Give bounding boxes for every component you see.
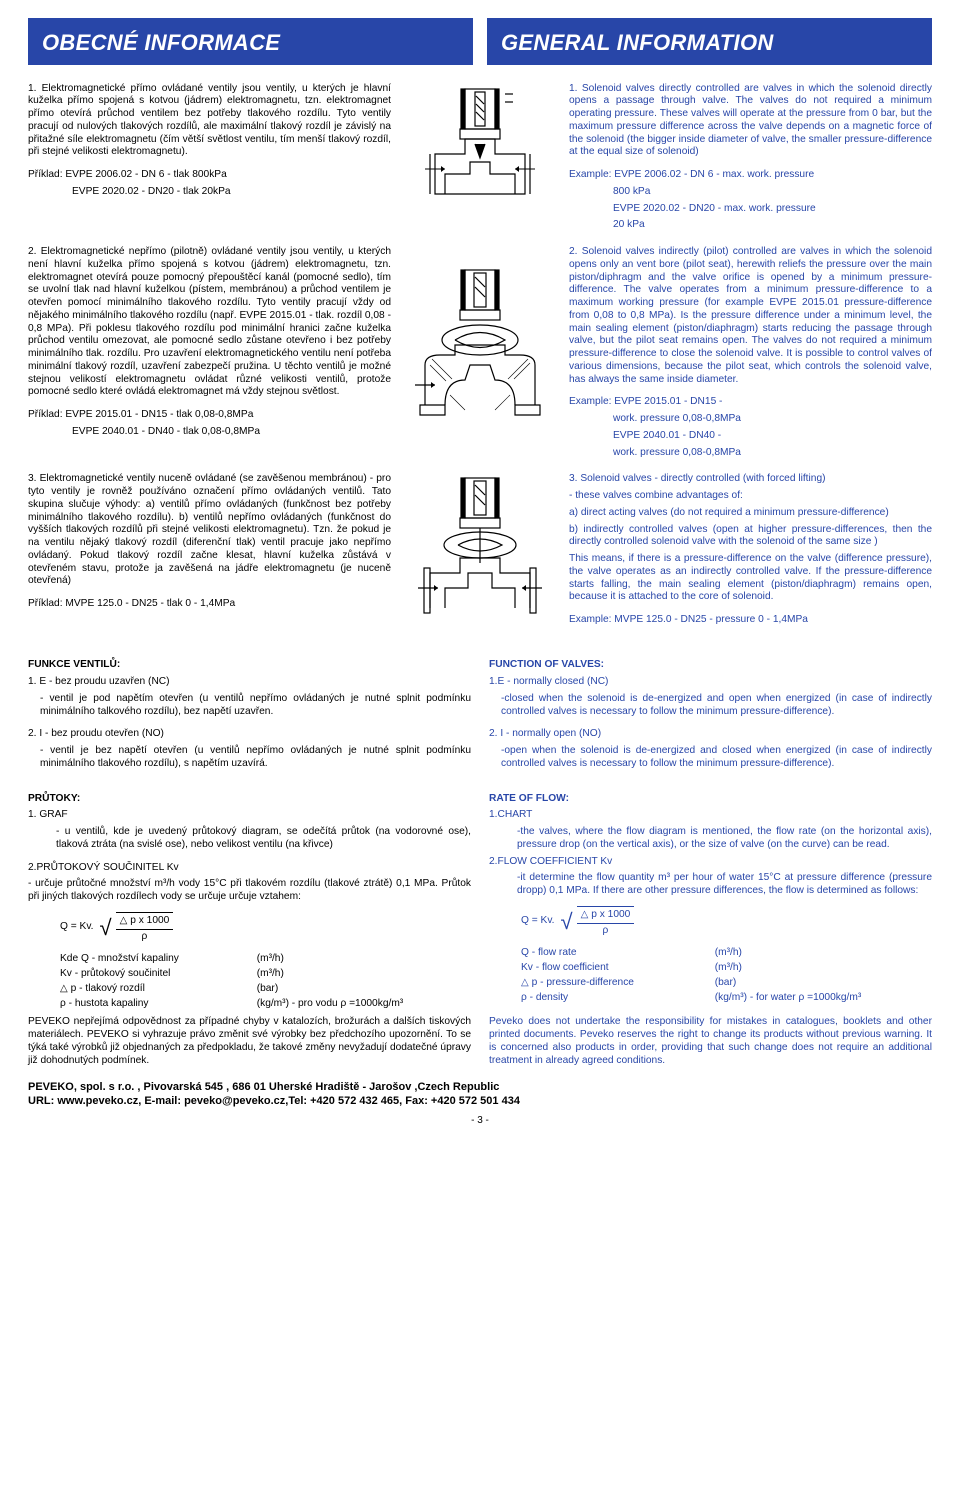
def-unit: (m³/h) <box>257 953 471 966</box>
s1-en-ex4: 20 kPa <box>569 219 932 232</box>
flow-cz-chart-body: - u ventilů, kde je uvedený průtokový di… <box>28 826 471 852</box>
header-right: GENERAL INFORMATION <box>487 18 932 65</box>
func-en-e-head: 1.E - normally closed (NC) <box>489 676 932 689</box>
defs-cz: Kde Q - množství kapaliny (m³/h) Kv - prů… <box>60 953 471 1010</box>
def-row: Kde Q - množství kapaliny <box>60 953 247 966</box>
flow-en-kv-body: -it determine the flow quantity m³ per h… <box>489 872 932 898</box>
flow-en-title: RATE OF FLOW: <box>489 793 932 806</box>
s3-en-title: 3. Solenoid valves - directly controlled… <box>569 473 932 486</box>
valve-pilot-icon <box>410 265 550 445</box>
section-2: 2. Elektromagnetické nepřímo (pilotně) o… <box>28 246 932 463</box>
def-row: △ p - tlakový rozdíl <box>60 983 247 996</box>
func-cz-e-head: 1. E - bez proudu uzavřen (NC) <box>28 676 471 689</box>
sqrt-icon: √ <box>561 911 573 933</box>
s3-cz-body: 3. Elektromagnetické ventily nuceně ovlá… <box>28 473 391 588</box>
title-en: GENERAL INFORMATION <box>501 29 918 57</box>
footer: PEVEKO, spol. s r.o. , Pivovarská 545 , … <box>28 1081 932 1109</box>
s3-en-ex: Example: MVPE 125.0 - DN25 - pressure 0 … <box>569 614 932 627</box>
section-1: 1. Elektromagnetické přímo ovládané vent… <box>28 83 932 237</box>
s1-cz-body: 1. Elektromagnetické přímo ovládané vent… <box>28 83 391 160</box>
formula-cz: Q = Kv. √ △ p x 1000 ρ <box>60 912 173 944</box>
s1-en-ex2: 800 kPa <box>569 186 932 199</box>
func-en-i-body: -open when the solenoid is de-energized … <box>489 745 932 771</box>
func-en-title: FUNCTION OF VALVES: <box>489 659 932 672</box>
s1-cz-ex2: EVPE 2020.02 - DN20 - tlak 20kPa <box>28 186 391 199</box>
def-row: Q - flow rate <box>521 947 705 960</box>
s1-en-ex3: EVPE 2020.02 - DN20 - max. work. pressur… <box>569 203 932 216</box>
s1-cz-ex1: Příklad: EVPE 2006.02 - DN 6 - tlak 800k… <box>28 169 391 182</box>
valve-direct-icon <box>415 84 545 234</box>
s2-en-body: 2. Solenoid valves indirectly (pilot) co… <box>569 246 932 386</box>
def-unit: (kg/m³) - for water ρ =1000kg/m³ <box>715 992 932 1005</box>
footer-line1: PEVEKO, spol. s r.o. , Pivovarská 545 , … <box>28 1081 932 1095</box>
s1-en-body: 1. Solenoid valves directly controlled a… <box>569 83 932 160</box>
func-cz-e-body: - ventil je pod napětím otevřen (u venti… <box>28 693 471 719</box>
disclaimer-en: Peveko does not undertake the responsibi… <box>489 1016 932 1067</box>
header-row: OBECNÉ INFORMACE GENERAL INFORMATION <box>28 18 932 65</box>
def-unit: (bar) <box>715 977 932 990</box>
flow-section: PRŮTOKY: 1. GRAF - u ventilů, kde je uve… <box>28 787 932 1011</box>
s2-en-ex4: work. pressure 0,08-0,8MPa <box>569 447 932 460</box>
disclaimer-section: PEVEKO nepřejímá odpovědnost za případné… <box>28 1016 932 1071</box>
valve-forced-icon <box>410 473 550 643</box>
s3-en-l2: a) direct acting valves (do not required… <box>569 507 932 520</box>
sqrt-icon: √ <box>100 917 112 939</box>
s2-en-ex2: work. pressure 0,08-0,8MPa <box>569 413 932 426</box>
def-row: Kv - flow coefficient <box>521 962 705 975</box>
s3-en-l1: - these valves combine advantages of: <box>569 490 932 503</box>
s2-cz-ex2: EVPE 2040.01 - DN40 - tlak 0,08-0,8MPa <box>28 426 391 439</box>
formula-lhs-en: Q = Kv. <box>521 915 555 928</box>
disclaimer-cz: PEVEKO nepřejímá odpovědnost za případné… <box>28 1016 471 1067</box>
formula-lhs: Q = Kv. <box>60 921 94 934</box>
s2-cz-ex1: Příklad: EVPE 2015.01 - DN15 - tlak 0,08… <box>28 409 391 422</box>
formula-top: △ p x 1000 <box>116 915 174 930</box>
title-cz: OBECNÉ INFORMACE <box>42 29 459 57</box>
defs-en: Q - flow rate (m³/h) Kv - flow coefficien… <box>521 947 932 1004</box>
header-left: OBECNÉ INFORMACE <box>28 18 473 65</box>
def-unit: (m³/h) <box>715 947 932 960</box>
func-cz-title: FUNKCE VENTILŮ: <box>28 659 471 672</box>
flow-cz-title: PRŮTOKY: <box>28 793 471 806</box>
def-unit: (bar) <box>257 983 471 996</box>
def-row: Kv - průtokový součinitel <box>60 968 247 981</box>
func-en-e-body: -closed when the solenoid is de-energize… <box>489 693 932 719</box>
s3-en-l4: This means, if there is a pressure-diffe… <box>569 553 932 604</box>
functions-section: FUNKCE VENTILŮ: 1. E - bez proudu uzavře… <box>28 653 932 774</box>
formula-top-en: △ p x 1000 <box>577 909 635 924</box>
s2-en-ex1: Example: EVPE 2015.01 - DN15 - <box>569 396 932 409</box>
def-unit: (m³/h) <box>715 962 932 975</box>
flow-cz-chart-head: 1. GRAF <box>28 809 471 822</box>
flow-cz-kv-head: 2.PRŮTOKOVÝ SOUČINITEL Kv <box>28 862 471 875</box>
flow-cz-kv-body: - určuje průtočné množství m³/h vody 15°… <box>28 878 471 904</box>
s3-en-l3: b) indirectly controlled valves (open at… <box>569 524 932 550</box>
def-unit: (kg/m³) - pro vodu ρ =1000kg/m³ <box>257 998 471 1011</box>
formula-en: Q = Kv. √ △ p x 1000 ρ <box>521 906 634 938</box>
page-number: - 3 - <box>28 1115 932 1128</box>
s1-en-ex1: Example: EVPE 2006.02 - DN 6 - max. work… <box>569 169 932 182</box>
flow-en-chart-head: 1.CHART <box>489 809 932 822</box>
def-row: ρ - hustota kapaliny <box>60 998 247 1011</box>
func-cz-i-head: 2. I - bez proudu otevřen (NO) <box>28 728 471 741</box>
def-row: △ p - pressure-difference <box>521 977 705 990</box>
s2-en-ex3: EVPE 2040.01 - DN40 - <box>569 430 932 443</box>
def-unit: (m³/h) <box>257 968 471 981</box>
func-en-i-head: 2. I - normally open (NO) <box>489 728 932 741</box>
section-3: 3. Elektromagnetické ventily nuceně ovlá… <box>28 473 932 643</box>
footer-line2: URL: www.peveko.cz, E-mail: peveko@pevek… <box>28 1095 932 1109</box>
flow-en-chart-body: -the valves, where the flow diagram is m… <box>489 826 932 852</box>
formula-bot: ρ <box>116 930 174 944</box>
formula-bot-en: ρ <box>577 924 635 938</box>
s3-cz-ex: Příklad: MVPE 125.0 - DN25 - tlak 0 - 1,… <box>28 598 391 611</box>
def-row: ρ - density <box>521 992 705 1005</box>
s2-cz-body: 2. Elektromagnetické nepřímo (pilotně) o… <box>28 246 391 399</box>
func-cz-i-body: - ventil je bez napětí otevřen (u ventil… <box>28 745 471 771</box>
flow-en-kv-head: 2.FLOW COEFFICIENT Kv <box>489 856 932 869</box>
